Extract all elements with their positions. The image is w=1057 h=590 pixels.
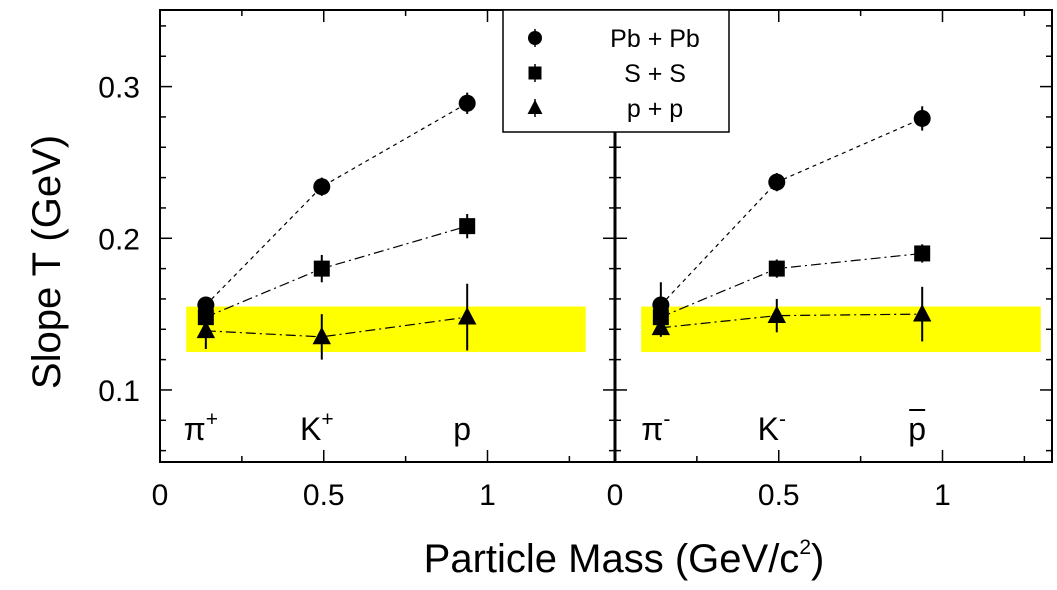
particle-name: K — [758, 411, 779, 447]
legend-label: p + p — [627, 95, 683, 123]
reference-band — [186, 306, 586, 353]
data-point-triangle — [767, 305, 786, 323]
legend-label: S + S — [624, 60, 686, 88]
y-tick-label: 0.1 — [98, 375, 140, 408]
particle-name: p — [453, 411, 471, 447]
particle-label: π+ — [184, 408, 218, 447]
particle-name: π — [184, 411, 206, 447]
x-axis-title-superscript: 2 — [799, 536, 811, 559]
particle-charge: + — [321, 408, 333, 431]
particle-charge: - — [663, 408, 670, 431]
series-line-square — [205, 225, 468, 318]
particle-label: π- — [641, 408, 670, 447]
particle-charge: + — [206, 408, 218, 431]
y-axis-title: Slope T (GeV) — [25, 135, 69, 389]
y-tick-label: 0.2 — [98, 223, 140, 256]
x-axis-title-close: ) — [811, 537, 824, 581]
x-tick-label: 0.5 — [303, 479, 345, 512]
panel-1: 0 0.5 1π+ K+ p — [152, 10, 615, 512]
x-axis-title: Particle Mass (GeV/c2) — [424, 536, 825, 581]
legend-marker-square — [528, 66, 542, 80]
series-line-circle — [660, 117, 923, 306]
y-axis-title-group: Slope T (GeV) — [25, 135, 69, 389]
particle-name: p — [908, 411, 926, 447]
data-point-square — [313, 260, 330, 277]
x-tick-label: 0 — [607, 479, 624, 512]
plot-area: 0 0.5 1π+ K+ p0 0.5 1π- K-p0.10.20.3Pb + PbS + … — [98, 9, 1053, 512]
particle-charge: - — [779, 408, 786, 431]
data-point-circle — [913, 109, 931, 127]
particle-label: K- — [758, 408, 786, 447]
data-point-triangle — [912, 303, 932, 322]
particle-name: K — [300, 411, 321, 447]
x-tick-label: 0.5 — [758, 479, 800, 512]
reference-band — [641, 306, 1041, 353]
data-point-circle — [458, 94, 476, 112]
data-point-triangle — [196, 320, 216, 339]
series-line-circle — [205, 102, 468, 306]
particle-name: π — [641, 411, 663, 447]
data-point-circle — [313, 178, 331, 196]
data-point-circle — [768, 173, 786, 191]
data-point-square — [914, 245, 931, 262]
legend-label: Pb + Pb — [610, 25, 700, 53]
data-point-triangle — [312, 326, 331, 345]
data-point-square — [459, 218, 476, 235]
data-point-square — [768, 260, 785, 277]
legend-marker-triangle — [527, 99, 543, 114]
particle-label: p — [453, 411, 471, 447]
x-axis-title-main: Particle Mass (GeV/c — [424, 537, 800, 581]
data-point-triangle — [457, 307, 477, 325]
x-tick-label: 1 — [479, 479, 496, 512]
y-tick-label: 0.3 — [98, 72, 140, 105]
legend: Pb + Pb S + S p + p — [502, 9, 730, 133]
data-point-triangle — [651, 317, 671, 336]
x-tick-label: 1 — [934, 479, 951, 512]
particle-label: p — [908, 411, 926, 447]
particle-label: K+ — [300, 408, 334, 447]
data-point-square — [652, 309, 669, 326]
legend-marker-circle — [528, 31, 542, 45]
x-tick-label: 0 — [152, 479, 169, 512]
